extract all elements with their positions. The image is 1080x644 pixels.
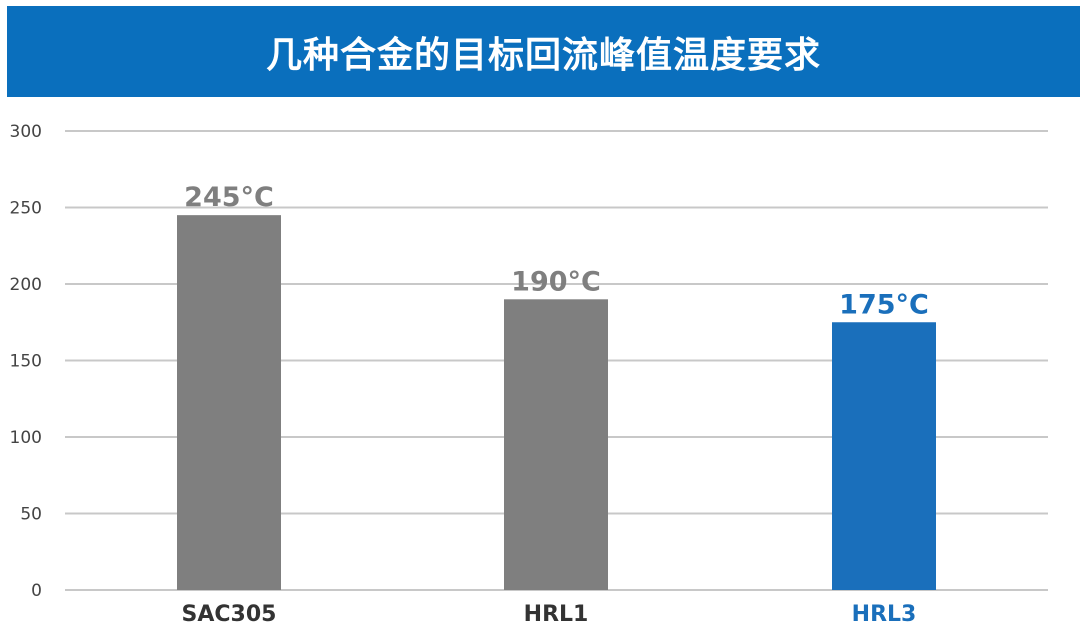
- y-tick-label: 200: [10, 275, 42, 295]
- y-tick-label: 0: [31, 581, 42, 601]
- x-tick-label: HRL1: [524, 602, 589, 627]
- y-tick-label: 50: [20, 505, 42, 525]
- data-label: 175°C: [839, 289, 929, 320]
- y-tick-label: 250: [10, 199, 42, 219]
- chart-title: 几种合金的目标回流峰值温度要求: [265, 34, 821, 76]
- y-tick-label: 100: [10, 428, 42, 448]
- y-tick-label: 300: [10, 122, 42, 142]
- bar-hrl3: [832, 322, 936, 590]
- bar-hrl1: [504, 299, 608, 590]
- x-tick-label: HRL3: [852, 602, 917, 627]
- y-tick-label: 150: [10, 352, 42, 372]
- bar-sac305: [177, 215, 281, 590]
- data-label: 190°C: [511, 266, 601, 297]
- data-label: 245°C: [184, 182, 274, 213]
- x-tick-label: SAC305: [182, 602, 277, 627]
- title-banner: 几种合金的目标回流峰值温度要求: [7, 6, 1080, 97]
